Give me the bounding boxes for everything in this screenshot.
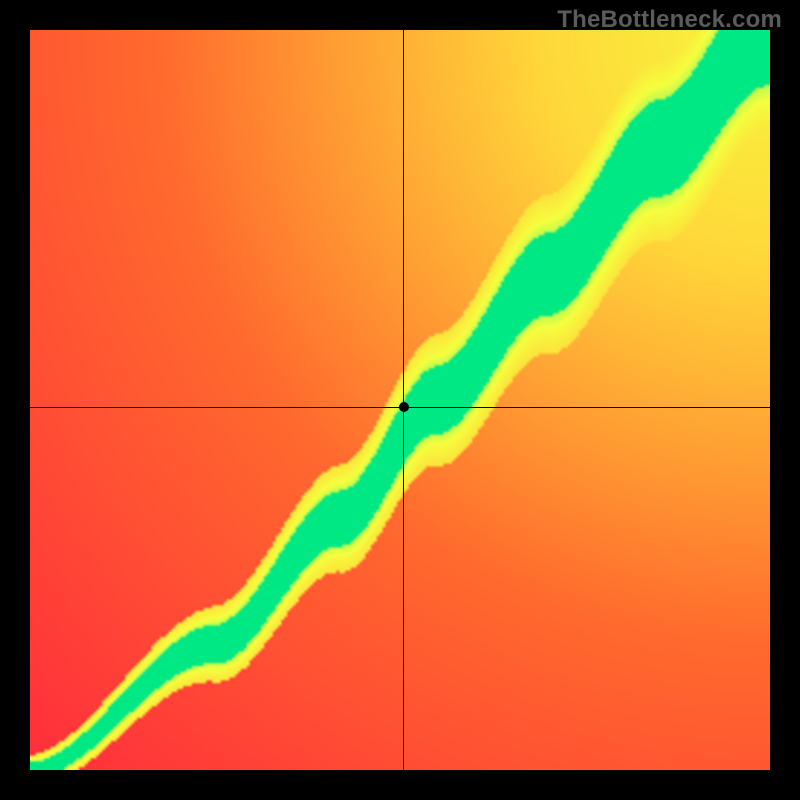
chart-frame: { "watermark": { "text": "TheBottleneck.… — [0, 0, 800, 800]
bottleneck-heatmap — [30, 30, 770, 770]
